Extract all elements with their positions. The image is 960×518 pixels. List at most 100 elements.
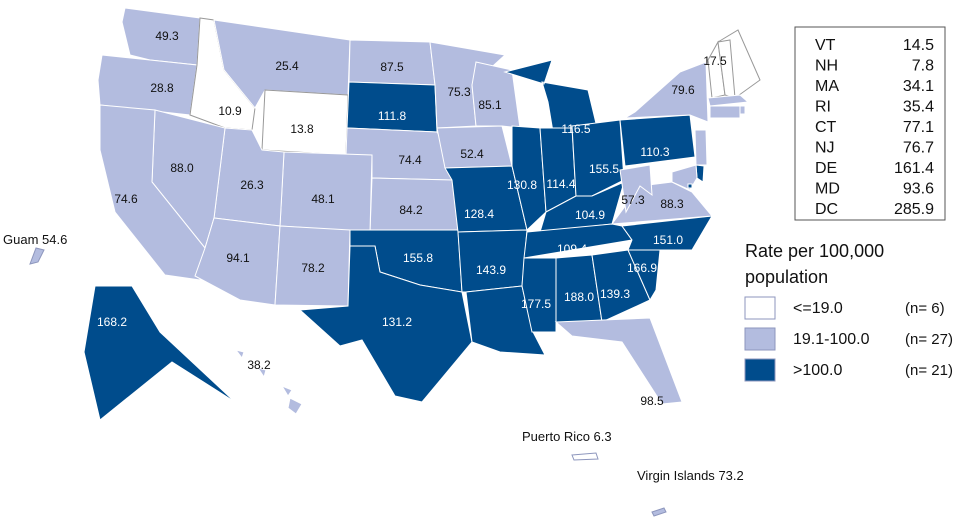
- state-value: 114.4: [546, 177, 575, 191]
- inset-abbr: DE: [815, 160, 837, 177]
- state-shape: [687, 183, 693, 189]
- state-value: 111.8: [378, 109, 407, 123]
- state-shape: [521, 257, 557, 333]
- state-shape: [619, 164, 653, 214]
- territory-name: Puerto Rico: [522, 429, 590, 444]
- state-value: 143.9: [476, 263, 506, 277]
- territory-shape: [571, 452, 599, 461]
- territory-label: Guam 54.6: [3, 232, 67, 247]
- territory-shape: [29, 247, 45, 265]
- legend-swatch: [744, 358, 776, 382]
- state-shape: [619, 114, 696, 167]
- state-value: 49.3: [155, 29, 179, 43]
- legend-count: (n= 27): [905, 331, 953, 348]
- territory-value: 54.6: [42, 232, 67, 247]
- state-value: 94.1: [226, 251, 250, 265]
- state-value: 78.2: [301, 261, 325, 275]
- inset-abbr: MA: [815, 78, 839, 95]
- state-value: 188.0: [564, 290, 594, 304]
- inset-abbr: CT: [815, 119, 837, 136]
- state-value: 151.0: [653, 233, 683, 247]
- state-shape: [554, 317, 683, 405]
- state-value: 38.2: [247, 358, 271, 372]
- inset-value: 7.8: [912, 58, 934, 75]
- state-shape: [709, 105, 741, 119]
- inset-value: 14.5: [903, 37, 934, 54]
- legend-label: 19.1-100.0: [793, 331, 870, 348]
- legend-swatch: [744, 296, 776, 320]
- state-value: 52.4: [460, 147, 484, 161]
- state-value: 110.3: [640, 145, 669, 159]
- state-value: 88.0: [170, 161, 194, 175]
- state-value: 177.5: [521, 297, 551, 311]
- state-value: 209.7: [485, 358, 515, 372]
- territory-name: Virgin Islands: [637, 468, 715, 483]
- state-value: 131.2: [382, 315, 412, 329]
- state-value: 166.9: [627, 261, 657, 275]
- state-value: 25.4: [275, 59, 299, 73]
- inset-value: 285.9: [894, 201, 934, 218]
- inset-value: 76.7: [903, 140, 934, 157]
- state-shape: [511, 125, 547, 231]
- state-value: 109.4: [557, 242, 587, 256]
- inset-abbr: NH: [815, 58, 838, 75]
- state-value: 104.9: [575, 208, 605, 222]
- territory-label: Puerto Rico 6.3: [522, 429, 612, 444]
- state-value: 28.8: [150, 81, 174, 95]
- state-shape: [83, 285, 236, 421]
- inset-value: 161.4: [894, 160, 934, 177]
- state-value: 139.3: [600, 287, 630, 301]
- territory-value: 73.2: [718, 468, 743, 483]
- state-shape: [624, 61, 709, 123]
- inset-abbr: NJ: [815, 140, 835, 157]
- state-shape: [694, 129, 708, 166]
- state-value: 75.3: [447, 85, 471, 99]
- state-shape: [457, 229, 528, 293]
- state-value: 116.5: [561, 122, 590, 136]
- territory-shape: [651, 507, 667, 517]
- state-value: 17.5: [703, 54, 727, 68]
- legend-title: Rate per 100,000 population: [745, 241, 885, 287]
- legend-count: (n= 6): [905, 300, 945, 317]
- state-value: 79.6: [671, 83, 695, 97]
- inset-value: 35.4: [903, 99, 934, 116]
- legend-count: (n= 21): [905, 362, 953, 379]
- inset-abbr: VT: [815, 37, 836, 54]
- state-value: 155.8: [403, 251, 433, 265]
- territory-value: 6.3: [594, 429, 612, 444]
- state-value: 155.5: [589, 162, 619, 176]
- territory-label: Virgin Islands 73.2: [637, 468, 744, 483]
- state-value: 48.1: [311, 192, 335, 206]
- inset-abbr: RI: [815, 99, 831, 116]
- state-shape: [298, 245, 473, 403]
- inset-value: 77.1: [903, 119, 934, 136]
- inset-abbr: MD: [815, 181, 840, 198]
- state-value: 88.3: [660, 197, 684, 211]
- state-shape: [739, 105, 746, 115]
- state-value: 98.5: [640, 394, 664, 408]
- territory-name: Guam: [3, 232, 38, 247]
- state-value: 128.4: [464, 207, 494, 221]
- state-value: 87.5: [380, 60, 404, 74]
- state-shape: [99, 104, 206, 281]
- state-value: 84.2: [399, 203, 423, 217]
- state-value: 10.9: [218, 104, 242, 118]
- state-value: 130.8: [507, 178, 537, 192]
- state-value: 13.8: [290, 122, 314, 136]
- inset-value: 93.6: [903, 181, 934, 198]
- inset-box: [794, 26, 946, 221]
- state-value: 26.3: [240, 178, 264, 192]
- state-shape: [346, 81, 438, 133]
- state-shape: [695, 164, 705, 183]
- legend-label: >100.0: [793, 362, 842, 379]
- state-shape: [571, 119, 625, 197]
- state-value: 74.6: [114, 192, 138, 206]
- state-value: 57.3: [621, 193, 645, 207]
- inset-abbr: DC: [815, 201, 838, 218]
- state-value: 85.1: [478, 98, 502, 112]
- state-value: 168.2: [97, 315, 127, 329]
- inset-value: 34.1: [903, 78, 934, 95]
- legend-swatch: [744, 327, 776, 351]
